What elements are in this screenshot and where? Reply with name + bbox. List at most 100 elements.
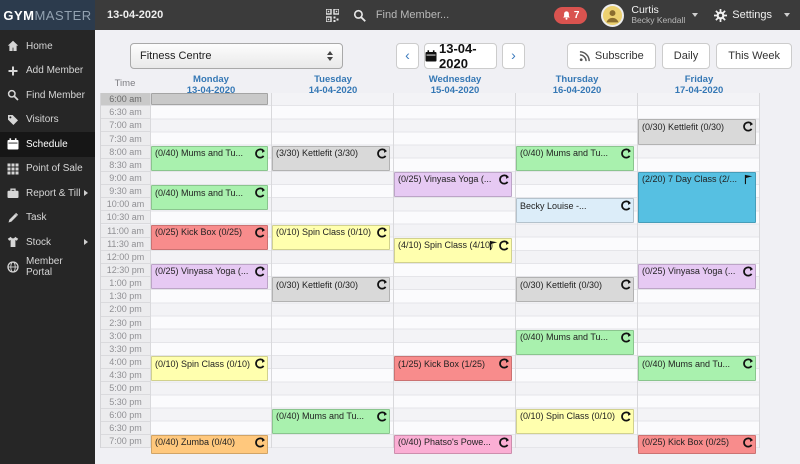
calendar-event[interactable]: (0/40) Mums and Tu... bbox=[516, 329, 634, 355]
tag-icon bbox=[7, 114, 19, 126]
recur-icon bbox=[743, 437, 753, 448]
time-label: 4:00 pm bbox=[101, 356, 151, 370]
event-label: (3/30) Kettlefit (3/30) bbox=[276, 148, 359, 159]
avatar[interactable] bbox=[601, 3, 625, 27]
calendar-event[interactable]: (0/40) Phatso's Powe... bbox=[394, 434, 512, 454]
app-logo: GYM MASTER bbox=[0, 0, 95, 30]
user-menu[interactable]: Curtis Becky Kendall bbox=[631, 4, 685, 26]
location-select[interactable]: Fitness Centre bbox=[130, 43, 343, 69]
sidebar-item-schedule[interactable]: Schedule bbox=[0, 132, 95, 157]
sidebar-item-visitors[interactable]: Visitors bbox=[0, 108, 95, 133]
notification-badge[interactable]: 7 bbox=[553, 6, 588, 24]
sidebar-item-home[interactable]: Home bbox=[0, 34, 95, 59]
calendar-event[interactable]: (0/40) Mums and Tu... bbox=[151, 185, 268, 211]
time-label: 1:30 pm bbox=[101, 290, 151, 304]
user-subname: Becky Kendall bbox=[631, 15, 686, 26]
calendar-event[interactable]: (0/40) Mums and Tu... bbox=[516, 145, 634, 171]
calendar-event[interactable]: (0/25) Kick Box (0/25) bbox=[151, 224, 268, 250]
date-picker[interactable]: 13-04-2020 bbox=[424, 41, 497, 71]
recur-icon bbox=[255, 227, 265, 238]
event-label: (0/40) Mums and Tu... bbox=[155, 148, 244, 159]
day-header-friday: Friday 17-04-2020 bbox=[638, 75, 760, 95]
event-icons bbox=[621, 279, 631, 290]
day-column-friday[interactable]: (0/30) Kettlefit (0/30) (2/20) 7 Day Clas… bbox=[638, 93, 760, 454]
calendar-event[interactable]: Becky Louise -... bbox=[516, 198, 634, 224]
calendar-event[interactable]: (0/25) Vinyasa Yoga (... bbox=[151, 263, 268, 290]
day-date: 17-04-2020 bbox=[674, 84, 724, 96]
event-label: (0/25) Kick Box (0/25) bbox=[642, 437, 730, 448]
plus-icon bbox=[7, 65, 19, 77]
event-icons bbox=[743, 266, 753, 277]
event-icons bbox=[255, 358, 265, 369]
sidebar-item-member-portal[interactable]: Member Portal bbox=[0, 255, 95, 280]
calendar-icon bbox=[425, 50, 437, 62]
user-name: Curtis bbox=[631, 4, 659, 17]
event-label: (0/40) Mums and Tu... bbox=[520, 332, 609, 343]
day-column-tuesday[interactable]: (3/30) Kettlefit (3/30) (0/10) Spin Class… bbox=[272, 93, 394, 449]
calendar-event[interactable]: (0/40) Mums and Tu... bbox=[638, 356, 756, 382]
qr-scan-icon[interactable] bbox=[325, 8, 339, 22]
time-label: 6:00 am bbox=[101, 93, 151, 107]
this-week-button[interactable]: This Week bbox=[716, 43, 792, 69]
day-column-thursday[interactable]: (0/40) Mums and Tu... Becky Louise -... (0… bbox=[516, 93, 638, 449]
sidebar-item-point-of-sale[interactable]: Point of Sale bbox=[0, 157, 95, 182]
location-select-value: Fitness Centre bbox=[140, 50, 212, 62]
event-label: (0/30) Kettlefit (0/30) bbox=[276, 279, 359, 290]
event-icons bbox=[377, 411, 387, 422]
calendar-event[interactable]: (1/25) Kick Box (1/25) bbox=[394, 356, 512, 382]
daily-button[interactable]: Daily bbox=[661, 43, 711, 69]
calendar-event[interactable]: (0/10) Spin Class (0/10) bbox=[151, 356, 268, 382]
event-icons bbox=[499, 358, 509, 369]
calendar-event[interactable]: (4/10) Spin Class (4/10) bbox=[394, 237, 512, 263]
time-label: 7:00 am bbox=[101, 119, 151, 133]
sidebar-item-add-member[interactable]: Add Member bbox=[0, 59, 95, 84]
event-icons bbox=[255, 227, 265, 238]
search-icon[interactable] bbox=[353, 9, 366, 22]
gear-icon bbox=[714, 8, 728, 22]
time-label: 5:00 pm bbox=[101, 382, 151, 396]
calendar-event[interactable]: (0/25) Vinyasa Yoga (... bbox=[638, 263, 756, 290]
briefcase-icon bbox=[7, 187, 19, 199]
recur-icon bbox=[377, 411, 387, 422]
calendar-event[interactable]: (0/40) Zumba (0/40) bbox=[151, 434, 268, 454]
time-label: 8:30 am bbox=[101, 158, 151, 172]
subscribe-button[interactable]: Subscribe bbox=[566, 43, 656, 69]
calendar-event[interactable]: (0/25) Kick Box (0/25) bbox=[638, 434, 756, 454]
next-week-button[interactable]: › bbox=[502, 43, 525, 69]
recur-icon bbox=[499, 358, 509, 369]
time-label: 7:00 pm bbox=[101, 434, 151, 449]
prev-week-button[interactable]: ‹ bbox=[396, 43, 419, 69]
sidebar-item-find-member[interactable]: Find Member bbox=[0, 83, 95, 108]
calendar-event[interactable]: (0/40) Mums and Tu... bbox=[151, 145, 268, 171]
sidebar-item-label: Member Portal bbox=[26, 255, 63, 278]
calendar-event[interactable]: (0/40) Mums and Tu... bbox=[272, 408, 390, 434]
settings-menu[interactable]: Settings bbox=[714, 8, 790, 22]
calendar-event[interactable]: (3/30) Kettlefit (3/30) bbox=[272, 145, 390, 171]
button-label: Daily bbox=[673, 50, 699, 62]
time-label: 9:00 am bbox=[101, 171, 151, 186]
calendar-event[interactable]: (0/30) Kettlefit (0/30) bbox=[272, 277, 390, 303]
calendar-event[interactable]: (0/10) Spin Class (0/10) bbox=[272, 224, 390, 250]
recur-icon bbox=[621, 332, 631, 343]
recur-icon bbox=[255, 358, 265, 369]
time-label: 10:00 am bbox=[101, 198, 151, 212]
time-label: 6:00 pm bbox=[101, 408, 151, 422]
day-column-monday[interactable]: (0/40) Mums and Tu... (0/40) Mums and Tu.… bbox=[150, 93, 272, 454]
sidebar-item-task[interactable]: Task bbox=[0, 206, 95, 231]
calendar-event[interactable]: (0/30) Kettlefit (0/30) bbox=[516, 277, 634, 303]
find-member-input[interactable] bbox=[375, 9, 524, 21]
time-label: 5:30 pm bbox=[101, 395, 151, 409]
calendar-event[interactable]: (0/25) Vinyasa Yoga (... bbox=[394, 171, 512, 198]
sidebar-item-stock[interactable]: Stock bbox=[0, 230, 95, 255]
event-label: (0/40) Mums and Tu... bbox=[520, 148, 609, 159]
calendar-event[interactable] bbox=[151, 93, 268, 106]
calendar-event[interactable]: (2/20) 7 Day Class (2/... bbox=[638, 171, 756, 224]
recur-icon bbox=[621, 200, 631, 211]
day-column-wednesday[interactable]: (0/25) Vinyasa Yoga (... (4/10) Spin Clas… bbox=[394, 93, 516, 454]
day-header-tuesday: Tuesday 14-04-2020 bbox=[272, 75, 394, 95]
chevron-down-icon bbox=[784, 13, 790, 17]
event-icons bbox=[255, 187, 265, 198]
sidebar-item-report-till[interactable]: Report & Till bbox=[0, 181, 95, 206]
calendar-event[interactable]: (0/10) Spin Class (0/10) bbox=[516, 408, 634, 434]
calendar-event[interactable]: (0/30) Kettlefit (0/30) bbox=[638, 119, 756, 145]
